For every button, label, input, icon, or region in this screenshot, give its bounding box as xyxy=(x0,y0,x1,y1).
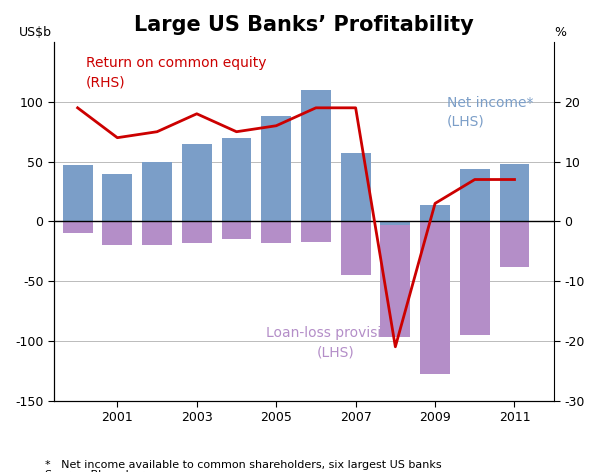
Bar xyxy=(341,221,371,275)
Bar xyxy=(500,221,529,267)
Bar xyxy=(301,221,331,242)
Text: Net income*: Net income* xyxy=(447,96,533,110)
Bar xyxy=(341,153,371,221)
Text: (LHS): (LHS) xyxy=(447,115,485,129)
Text: (LHS): (LHS) xyxy=(317,346,355,360)
Bar xyxy=(420,204,450,221)
Bar xyxy=(142,161,172,221)
Bar xyxy=(262,116,291,221)
Bar xyxy=(221,221,251,239)
Bar xyxy=(460,221,490,335)
Text: Source: Bloomberg: Source: Bloomberg xyxy=(45,470,151,472)
Text: (RHS): (RHS) xyxy=(86,76,125,90)
Bar xyxy=(221,138,251,221)
Bar xyxy=(420,221,450,374)
Text: *   Net income available to common shareholders, six largest US banks: * Net income available to common shareho… xyxy=(45,460,442,470)
Bar xyxy=(182,221,212,243)
Bar xyxy=(182,143,212,221)
Bar xyxy=(301,90,331,221)
Text: US$b: US$b xyxy=(19,25,52,39)
Text: Return on common equity: Return on common equity xyxy=(86,57,266,70)
Text: %: % xyxy=(554,25,566,39)
Bar xyxy=(103,221,132,245)
Bar xyxy=(63,165,92,221)
Bar xyxy=(380,221,410,225)
Bar xyxy=(63,221,92,233)
Bar xyxy=(142,221,172,245)
Bar xyxy=(500,164,529,221)
Bar xyxy=(262,221,291,243)
Text: Loan-loss provisions: Loan-loss provisions xyxy=(266,327,406,340)
Bar xyxy=(460,169,490,221)
Bar xyxy=(103,174,132,221)
Title: Large US Banks’ Profitability: Large US Banks’ Profitability xyxy=(134,15,474,35)
Bar xyxy=(380,221,410,337)
